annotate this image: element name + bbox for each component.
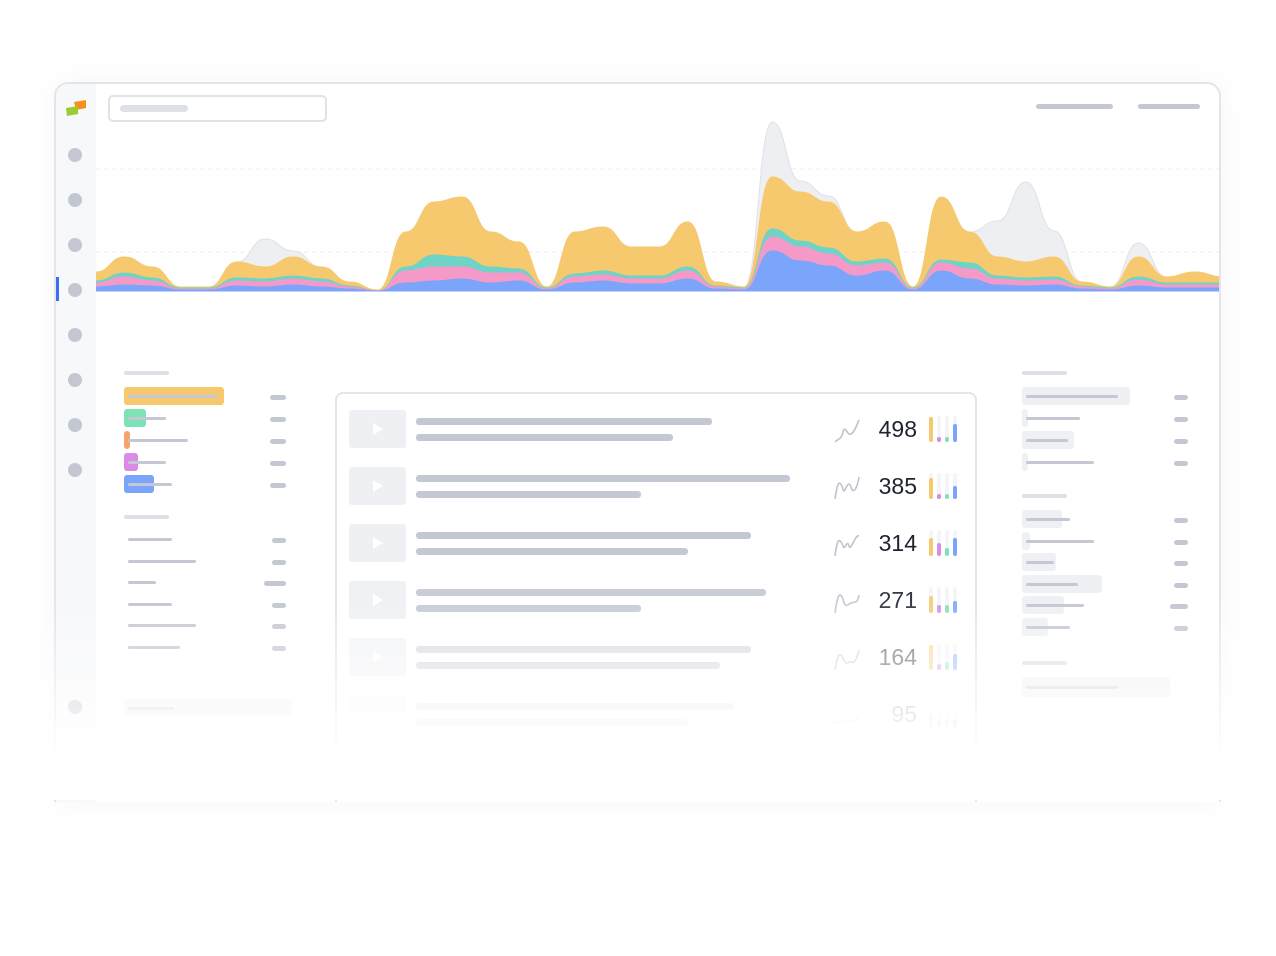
legend-label bbox=[128, 461, 166, 464]
sparkline-icon bbox=[834, 535, 860, 557]
section-heading bbox=[1022, 494, 1067, 498]
row-value: 498 bbox=[878, 416, 917, 442]
stacked-area-chart bbox=[96, 121, 1219, 292]
mini-bar bbox=[937, 436, 941, 442]
item-label bbox=[1026, 518, 1070, 521]
list-value bbox=[264, 581, 286, 586]
legend-label bbox=[128, 439, 188, 442]
mini-bar bbox=[945, 548, 949, 556]
header-link-1[interactable] bbox=[1036, 104, 1113, 109]
bar-item[interactable] bbox=[1022, 409, 1028, 427]
play-icon bbox=[373, 480, 383, 492]
row-title bbox=[416, 532, 751, 539]
item-label bbox=[1026, 461, 1094, 464]
section-heading bbox=[124, 515, 169, 519]
section-heading bbox=[124, 371, 169, 375]
mini-bar bbox=[937, 493, 941, 499]
list-label bbox=[128, 559, 196, 563]
nav-item-3[interactable] bbox=[68, 238, 82, 252]
row-title bbox=[416, 418, 712, 425]
legend-value bbox=[270, 439, 286, 444]
mini-bar-chart bbox=[929, 530, 959, 556]
row-subtitle bbox=[416, 548, 688, 555]
item-value bbox=[1174, 417, 1188, 422]
nav-item-5[interactable] bbox=[68, 328, 82, 342]
video-thumbnail[interactable] bbox=[349, 410, 406, 448]
item-value bbox=[1174, 582, 1188, 588]
legend-label bbox=[128, 417, 166, 420]
play-icon bbox=[373, 423, 383, 435]
sparkline-icon bbox=[834, 476, 860, 500]
row-title bbox=[416, 475, 790, 482]
item-value bbox=[1174, 539, 1188, 545]
sparkline-icon bbox=[834, 419, 860, 443]
mini-bar bbox=[937, 543, 941, 556]
video-thumbnail[interactable] bbox=[349, 467, 406, 505]
list-value bbox=[272, 559, 286, 565]
video-thumbnail[interactable] bbox=[349, 524, 406, 562]
mini-bar bbox=[929, 478, 933, 499]
legend-label bbox=[128, 483, 172, 486]
mini-bar bbox=[953, 423, 957, 442]
legend-value bbox=[270, 461, 286, 466]
nav-item-2[interactable] bbox=[68, 193, 82, 207]
item-label bbox=[1026, 582, 1078, 586]
legend-value bbox=[270, 395, 286, 400]
mini-bar-chart bbox=[929, 473, 959, 499]
nav-item-6[interactable] bbox=[68, 373, 82, 387]
mini-bar bbox=[953, 486, 957, 499]
fade-overlay bbox=[0, 600, 1276, 800]
nav-item-7[interactable] bbox=[68, 418, 82, 432]
item-value bbox=[1174, 439, 1188, 444]
item-label bbox=[1026, 417, 1080, 420]
item-value bbox=[1174, 561, 1188, 566]
search-input[interactable] bbox=[108, 95, 327, 122]
row-subtitle bbox=[416, 434, 673, 441]
mini-bar bbox=[945, 493, 949, 499]
nav-item-1[interactable] bbox=[68, 148, 82, 162]
item-value bbox=[1174, 461, 1188, 466]
list-row[interactable]: 385 bbox=[349, 467, 969, 507]
item-label bbox=[1026, 439, 1068, 442]
mini-bar bbox=[929, 417, 933, 442]
item-value bbox=[1174, 395, 1188, 400]
list-label bbox=[128, 538, 172, 541]
logo-icon bbox=[66, 100, 86, 116]
row-title bbox=[416, 589, 766, 596]
play-icon bbox=[373, 537, 383, 549]
nav-item-4[interactable] bbox=[68, 283, 82, 297]
item-label bbox=[1026, 561, 1054, 564]
row-value: 385 bbox=[878, 473, 917, 499]
item-label bbox=[1026, 395, 1118, 398]
series-area bbox=[96, 250, 1219, 292]
list-value bbox=[272, 538, 286, 543]
list-label bbox=[128, 581, 156, 584]
legend-swatch[interactable] bbox=[124, 431, 130, 449]
nav-item-8[interactable] bbox=[68, 463, 82, 477]
mini-bar bbox=[929, 537, 933, 556]
section-heading bbox=[1022, 371, 1067, 375]
item-value bbox=[1174, 518, 1188, 523]
mini-bar bbox=[945, 436, 949, 442]
header-link-2[interactable] bbox=[1138, 104, 1200, 109]
legend-value bbox=[270, 417, 286, 422]
list-row[interactable]: 314 bbox=[349, 524, 969, 564]
row-value: 314 bbox=[878, 530, 917, 556]
active-indicator bbox=[56, 277, 59, 301]
mini-bar-chart bbox=[929, 416, 959, 442]
mini-bar bbox=[953, 537, 957, 556]
bar-item[interactable] bbox=[1022, 453, 1028, 471]
legend-label bbox=[128, 395, 218, 398]
legend-value bbox=[270, 483, 286, 488]
row-subtitle bbox=[416, 491, 641, 498]
item-label bbox=[1026, 539, 1094, 543]
list-row[interactable]: 498 bbox=[349, 410, 969, 450]
